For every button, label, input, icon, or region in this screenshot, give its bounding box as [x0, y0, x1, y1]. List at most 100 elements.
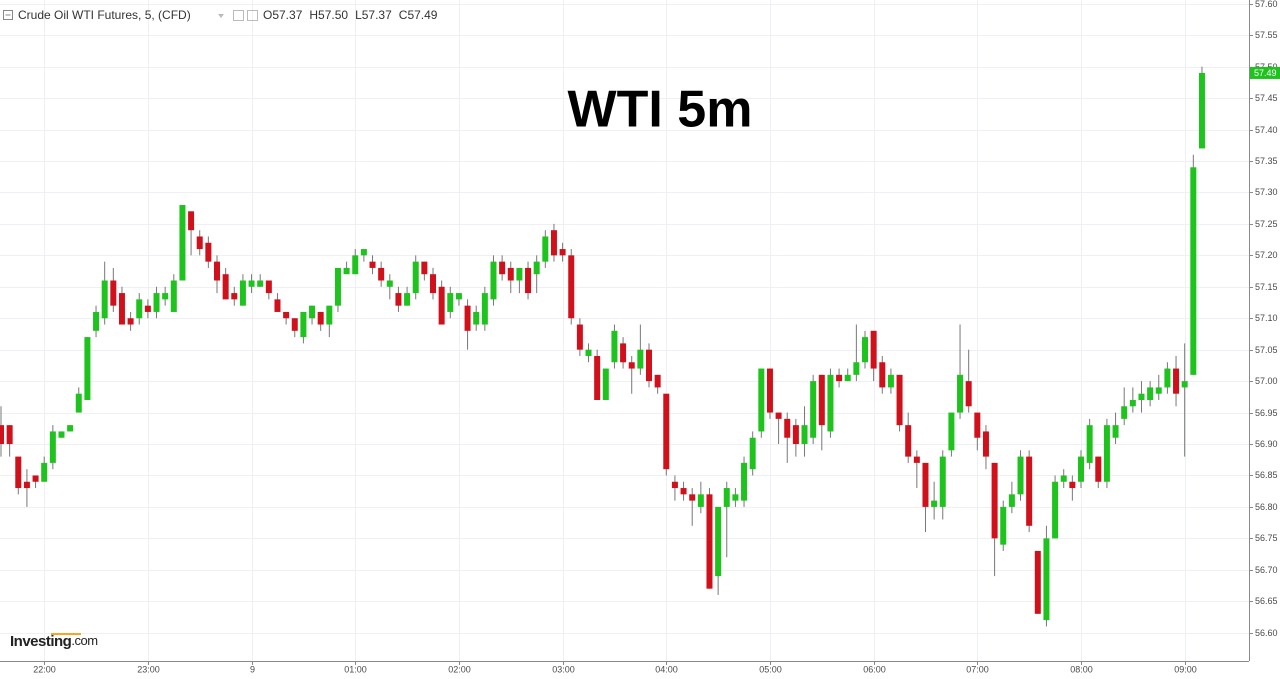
candle-body [732, 494, 739, 501]
candle-body [939, 456, 946, 507]
candle-body [75, 393, 82, 413]
candle-body [162, 293, 169, 300]
collapse-icon[interactable] [3, 10, 13, 20]
candle-body [67, 425, 74, 432]
candle-body [144, 305, 151, 312]
y-tick-label: 57.55 [1255, 30, 1278, 40]
x-tick-label: 01:00 [344, 664, 367, 674]
candle-body [801, 425, 808, 445]
candle-body [887, 374, 894, 388]
candle-body [628, 362, 635, 369]
candle-body [749, 437, 756, 470]
y-tick-label: 57.00 [1255, 376, 1278, 386]
y-tick-label: 57.50 [1255, 62, 1278, 72]
candle-body [343, 267, 350, 275]
candle-body [568, 255, 575, 319]
candle-body [490, 261, 497, 300]
candle-body [84, 337, 91, 400]
x-tick-label: 03:00 [552, 664, 575, 674]
dropdown-arrow[interactable] [218, 14, 224, 18]
candle-body [550, 230, 557, 256]
x-tick-label: 02:00 [448, 664, 471, 674]
candle-body [602, 368, 609, 400]
candle-body [300, 311, 307, 338]
candle-body [360, 249, 367, 256]
candle-body [810, 381, 817, 438]
candle-body [291, 318, 298, 331]
candle-body [957, 374, 964, 413]
candle-body [481, 293, 488, 325]
ohlc-legend-value: H57.50 [309, 8, 348, 22]
x-tick-label: 05:00 [759, 664, 782, 674]
candle-body [775, 412, 782, 419]
candle-body [248, 280, 255, 287]
y-tick-label: 56.70 [1255, 565, 1278, 575]
candle-body [507, 267, 514, 281]
candle-body [948, 412, 955, 451]
candle-body [352, 255, 359, 275]
candle-body [1103, 425, 1110, 482]
candle-body [965, 381, 972, 407]
settings-icon[interactable] [233, 10, 244, 21]
candle-body [1121, 406, 1128, 419]
candle-body [879, 362, 886, 388]
candle-body [922, 462, 929, 507]
candle-body [239, 280, 246, 306]
candle-body [792, 425, 799, 445]
candle-body [576, 324, 583, 350]
candle-body [438, 286, 445, 325]
y-tick-label: 57.45 [1255, 93, 1278, 103]
candle-body [637, 349, 644, 369]
y-tick-label: 56.85 [1255, 470, 1278, 480]
candle-body [1017, 456, 1024, 495]
candle-body [6, 425, 13, 445]
axes: 56.60 56.65 56.70 56.75 56.80 56.85 56.90 56.95… [33, 0, 1280, 674]
x-tick-label: 04:00 [655, 664, 678, 674]
candle-body [49, 431, 56, 463]
candle-body [680, 488, 687, 495]
candle-body [784, 418, 791, 438]
candle-body [516, 267, 523, 281]
candle-body [412, 261, 419, 294]
candle-body [1181, 381, 1188, 388]
hide-icon[interactable] [247, 10, 258, 21]
y-tick-label: 56.75 [1255, 533, 1278, 543]
candle-body [594, 355, 601, 400]
candle-body [758, 368, 765, 432]
x-tick-label: 08:00 [1070, 664, 1093, 674]
y-tick-label: 56.60 [1255, 628, 1278, 638]
candle-body [179, 205, 186, 281]
candle-body [1190, 167, 1197, 375]
candle-body [905, 425, 912, 457]
candle-body [706, 494, 713, 589]
candle-body [464, 305, 471, 331]
x-tick-label: 06:00 [863, 664, 886, 674]
watermark: Investing.com [10, 633, 98, 650]
candle-body [991, 462, 998, 539]
candle-body [369, 261, 376, 268]
candle-body [170, 280, 177, 312]
candle-body [153, 293, 160, 312]
candle-body [836, 374, 843, 382]
x-tick-label: 9 [250, 664, 255, 674]
candle-body [525, 267, 532, 294]
y-tick-label: 57.40 [1255, 125, 1278, 135]
candle-body [1164, 368, 1171, 388]
candle-body [455, 293, 462, 300]
candle-body [818, 374, 825, 426]
y-tick-label: 57.05 [1255, 345, 1278, 355]
y-tick-label: 57.30 [1255, 187, 1278, 197]
y-tick-label: 57.25 [1255, 219, 1278, 229]
y-tick-label: 57.60 [1255, 0, 1278, 9]
x-tick-label: 22:00 [33, 664, 56, 674]
candle-body [309, 305, 316, 319]
candle-body [32, 475, 39, 482]
candle-body [1000, 506, 1007, 545]
candle-body [1060, 475, 1067, 482]
watermark-accent [51, 633, 81, 635]
candle-body [386, 280, 393, 287]
candle-body [620, 343, 627, 363]
candle-body [611, 330, 618, 363]
y-tick-label: 57.20 [1255, 250, 1278, 260]
